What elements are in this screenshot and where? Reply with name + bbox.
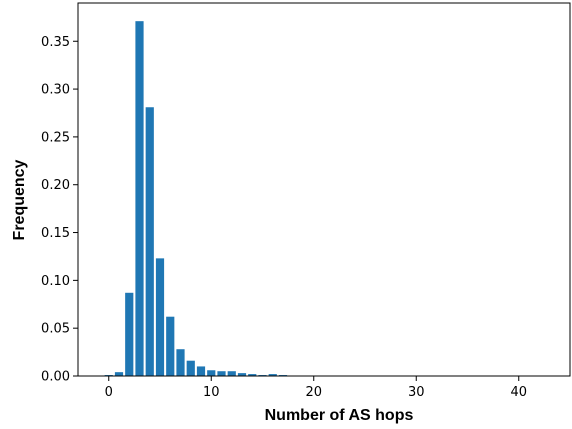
x-tick-label: 0 xyxy=(105,385,113,400)
x-tick-label: 30 xyxy=(408,385,425,400)
y-axis-label: Frequency xyxy=(11,159,28,240)
y-tick-label: 0.05 xyxy=(41,322,70,337)
bar xyxy=(196,366,206,376)
x-tick-label: 10 xyxy=(203,385,220,400)
bar xyxy=(114,372,124,376)
bar xyxy=(248,374,257,376)
plot-frame xyxy=(77,2,571,377)
plot-area: 0 10 20 30 40 0.00 0.05 0.10 0.15 0.20 0.25 0.30 0.3… xyxy=(41,2,571,400)
bar xyxy=(186,360,195,376)
bar xyxy=(217,371,226,376)
y-tick-label: 0.35 xyxy=(41,35,70,50)
bar xyxy=(227,371,236,376)
y-tick-label: 0.15 xyxy=(41,226,70,241)
y-tick-label: 0.20 xyxy=(41,178,70,193)
bar xyxy=(135,21,144,376)
y-tick-label: 0.00 xyxy=(41,370,70,385)
bar xyxy=(145,107,154,376)
x-tick-label: 20 xyxy=(305,385,322,400)
bar xyxy=(166,316,175,376)
y-tick-label: 0.25 xyxy=(41,130,70,145)
y-tick-label: 0.30 xyxy=(41,83,70,98)
bar xyxy=(155,258,165,376)
bar xyxy=(125,292,134,376)
bar xyxy=(268,374,277,376)
y-tick-label: 0.10 xyxy=(41,274,70,289)
bar xyxy=(176,349,185,376)
bar xyxy=(207,370,216,376)
bar xyxy=(237,373,247,376)
x-tick-label: 40 xyxy=(510,385,527,400)
x-axis-label: Number of AS hops xyxy=(265,407,414,424)
